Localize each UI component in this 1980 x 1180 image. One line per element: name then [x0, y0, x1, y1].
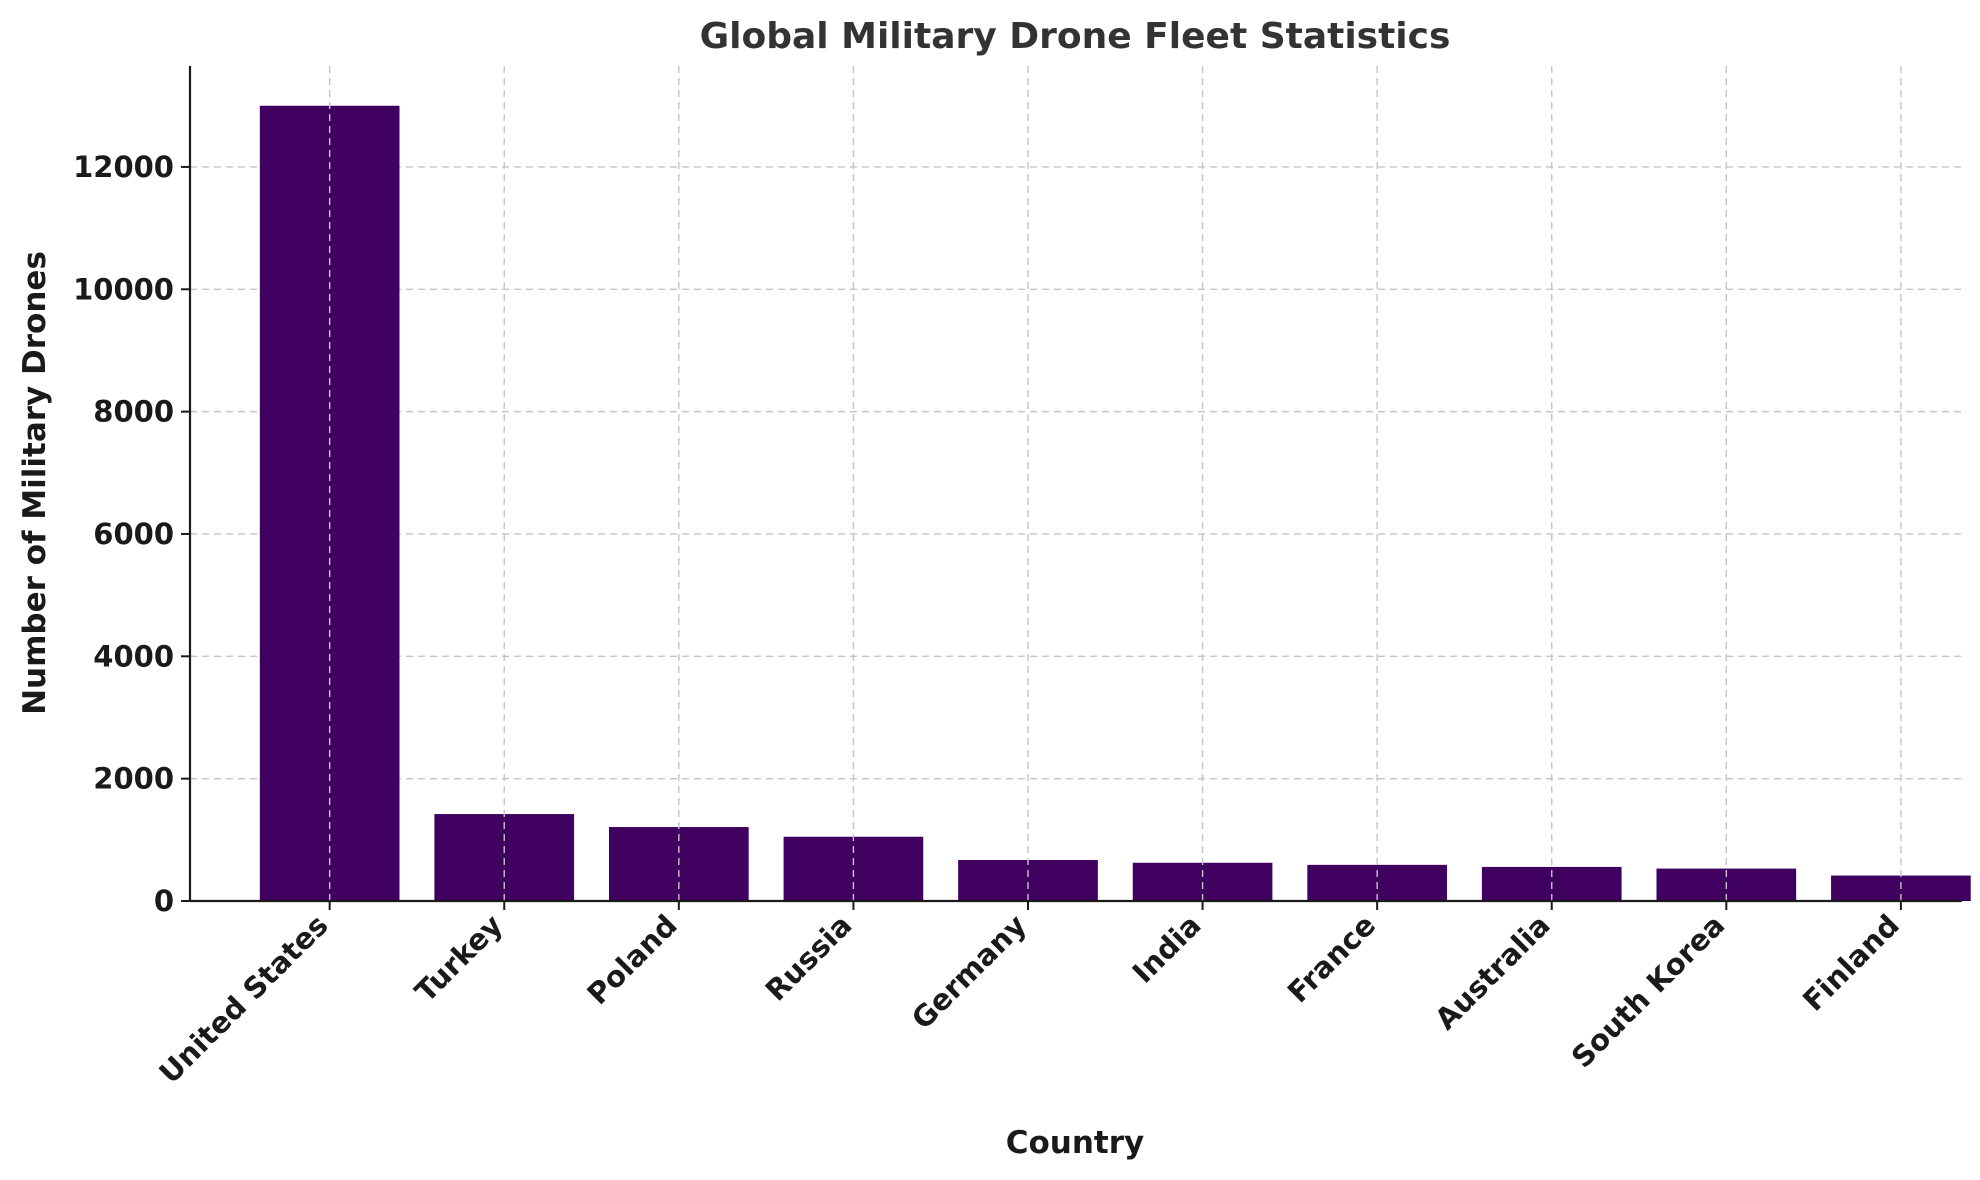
x-tick-label: Russia	[759, 908, 859, 1008]
x-tick-label: France	[1281, 908, 1382, 1009]
y-axis-label: Number of Military Drones	[17, 251, 53, 715]
y-tick-label: 4000	[93, 639, 174, 673]
y-tick-label: 8000	[93, 395, 174, 429]
y-tick-label: 12000	[73, 150, 174, 184]
bars	[259, 105, 1971, 901]
y-tick-label: 6000	[93, 517, 174, 551]
y-tick-label: 10000	[73, 272, 174, 306]
y-ticks: 0 2000 4000 6000 8000 10000 12000	[73, 150, 190, 918]
x-tick-label: Germany	[905, 908, 1033, 1036]
x-tick-label: Turkey	[408, 908, 509, 1009]
x-tick-label: Australia	[1428, 908, 1556, 1036]
x-axis-label: Country	[1006, 1125, 1145, 1161]
x-tick-label: Finland	[1796, 908, 1906, 1018]
y-tick-label: 0	[154, 884, 174, 918]
x-tick-label: Poland	[580, 908, 683, 1011]
x-ticks: United States Turkey Poland Russia Germany In…	[152, 901, 1906, 1090]
axes	[188, 66, 1962, 903]
y-tick-label: 2000	[93, 762, 174, 796]
vertical-grid	[328, 66, 1902, 901]
x-tick-label: India	[1126, 908, 1208, 990]
chart-title: Global Military Drone Fleet Statistics	[700, 16, 1451, 57]
x-tick-label: United States	[152, 908, 334, 1090]
x-tick-label: South Korea	[1565, 908, 1732, 1075]
grid	[190, 166, 1962, 902]
